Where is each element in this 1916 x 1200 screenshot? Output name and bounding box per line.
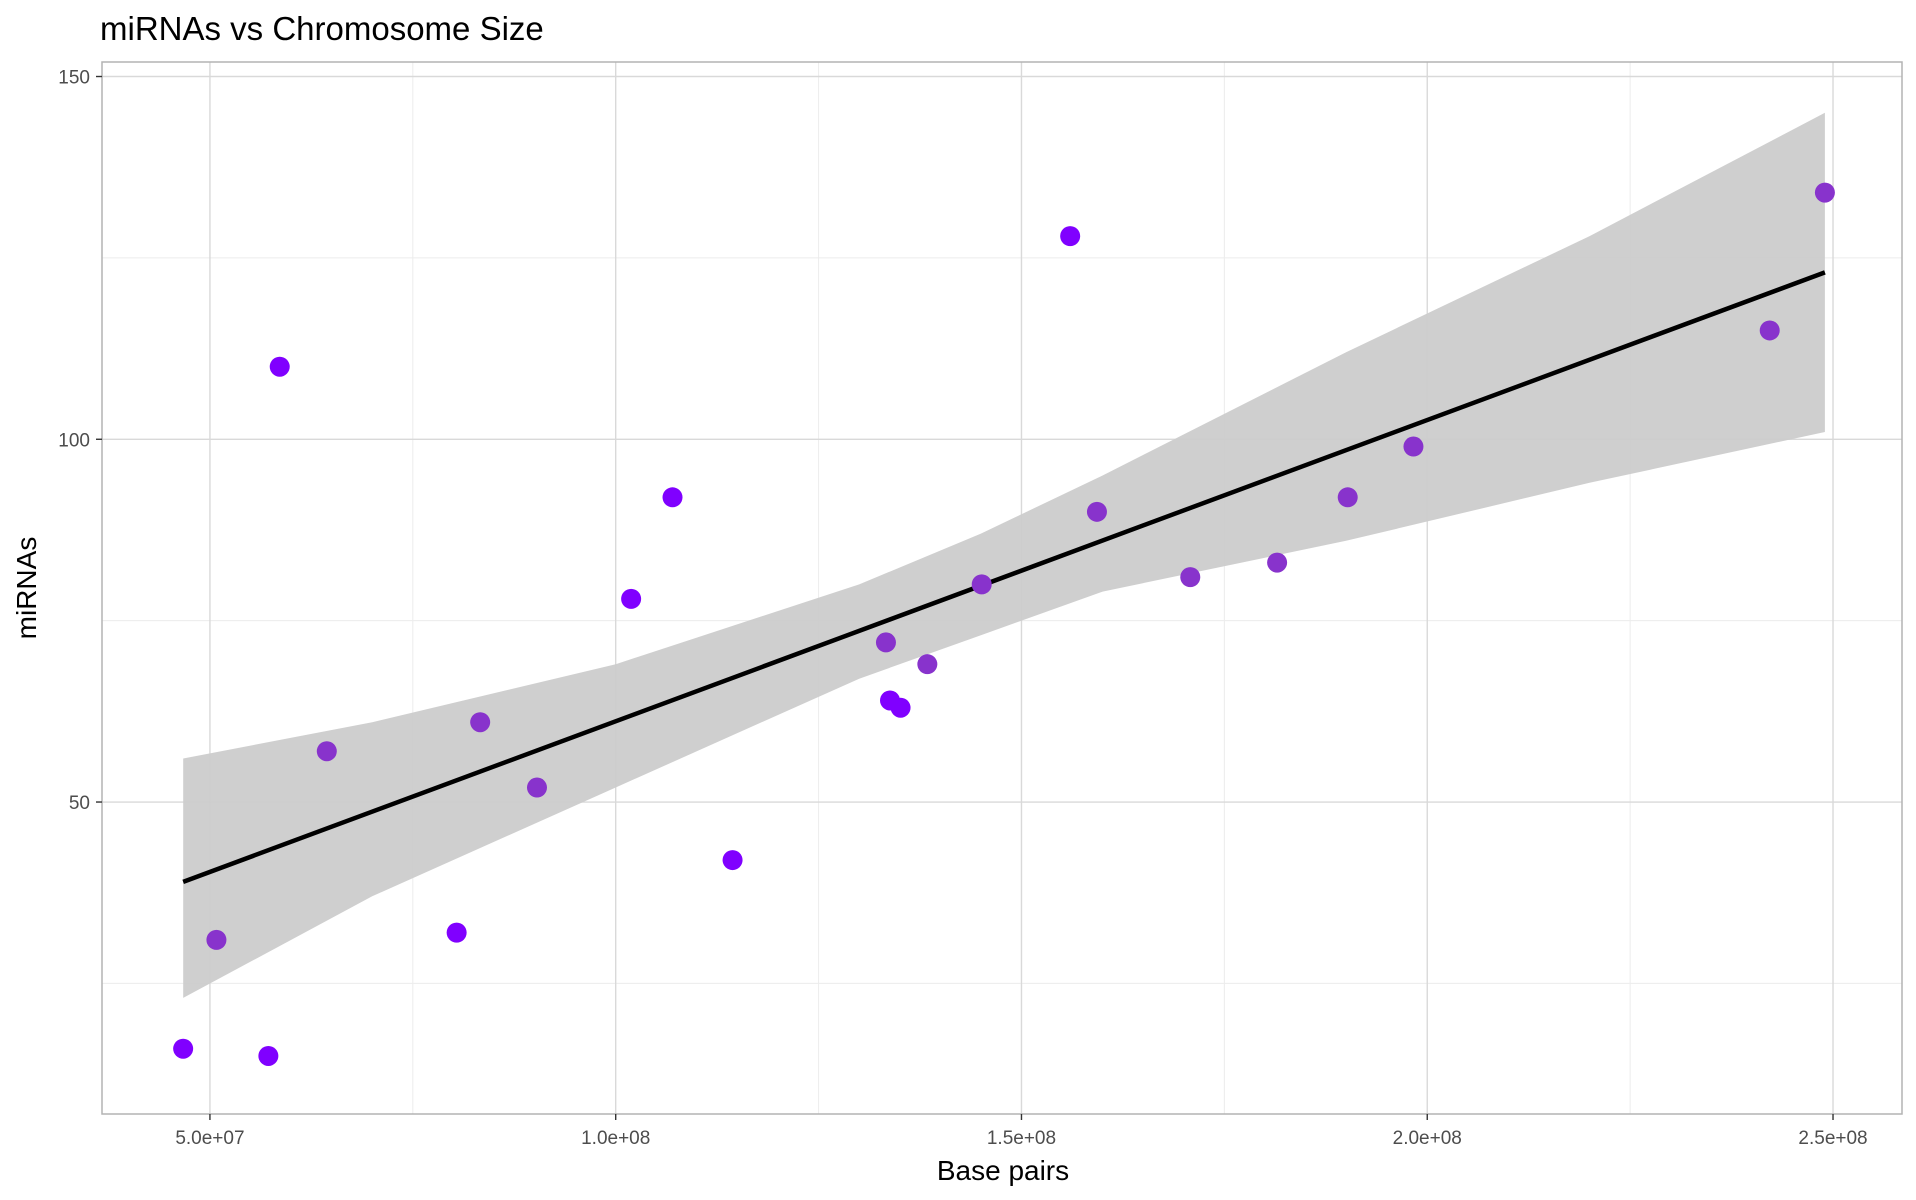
data-point — [621, 588, 642, 609]
x-tick-label: 1.5e+08 — [987, 1128, 1056, 1149]
data-point — [722, 850, 743, 871]
data-point — [1086, 501, 1107, 522]
x-tick-label: 2.5e+08 — [1798, 1128, 1867, 1149]
data-point — [1337, 487, 1358, 508]
data-point — [526, 777, 547, 798]
data-point — [875, 632, 896, 653]
x-tick-label: 5.0e+07 — [175, 1128, 244, 1149]
data-point — [1180, 567, 1201, 588]
y-axis-ticks: 50 100 150 — [58, 68, 102, 814]
data-point — [1060, 226, 1081, 247]
y-axis-label: miRNAs — [11, 537, 42, 640]
x-axis-label: Base pairs — [937, 1155, 1069, 1186]
data-point — [971, 574, 992, 595]
data-point — [258, 1045, 279, 1066]
data-point — [446, 922, 467, 943]
data-points — [173, 182, 1835, 1066]
y-tick-label: 150 — [58, 68, 90, 89]
data-point — [1759, 320, 1780, 341]
confidence-band-area — [183, 112, 1825, 998]
data-point — [1267, 552, 1288, 573]
data-point — [662, 487, 683, 508]
x-tick-label: 1.0e+08 — [581, 1128, 650, 1149]
data-point — [269, 356, 290, 377]
data-point — [917, 654, 938, 675]
data-point — [173, 1038, 194, 1059]
y-tick-label: 50 — [69, 793, 90, 814]
data-point — [206, 929, 227, 950]
data-point — [316, 741, 337, 762]
data-point — [890, 697, 911, 718]
fit-line — [182, 270, 1826, 884]
regression-line — [182, 270, 1826, 884]
x-tick-label: 2.0e+08 — [1393, 1128, 1462, 1149]
y-tick-label: 100 — [58, 430, 90, 451]
confidence-band — [183, 112, 1825, 998]
chart-title: miRNAs vs Chromosome Size — [100, 10, 544, 47]
panel-border — [101, 61, 1903, 1115]
data-point — [1814, 182, 1835, 203]
data-point — [470, 712, 491, 733]
data-point — [1403, 436, 1424, 457]
x-axis-ticks: 5.0e+07 1.0e+08 1.5e+08 2.0e+08 2.5e+08 — [175, 1114, 1868, 1149]
